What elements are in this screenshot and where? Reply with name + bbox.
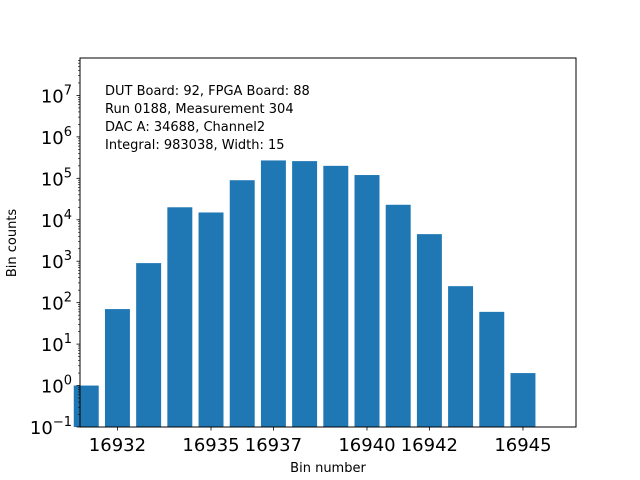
- y-tick-label: 10−1: [30, 415, 72, 439]
- bar: [416, 234, 442, 427]
- bar: [198, 212, 224, 427]
- annotation-line: Integral: 983038, Width: 15: [105, 138, 285, 153]
- x-tick-label: 16932: [89, 435, 146, 456]
- y-axis-label: Bin counts: [5, 209, 20, 278]
- bar: [167, 207, 193, 427]
- x-tick-label: 16937: [245, 435, 302, 456]
- bar: [479, 311, 505, 427]
- x-axis-ticks: 16932 16935 16937 16940 16942 16945: [89, 427, 552, 456]
- bar: [260, 160, 286, 427]
- bar: [73, 385, 99, 427]
- bar-group: [73, 160, 536, 427]
- bar: [104, 309, 130, 427]
- y-tick-label: 101: [41, 332, 72, 356]
- bar: [385, 204, 411, 427]
- x-tick-label: 16945: [494, 435, 551, 456]
- y-tick-label: 103: [41, 249, 72, 273]
- x-tick-label: 16942: [401, 435, 458, 456]
- bar: [354, 175, 380, 427]
- bar: [136, 263, 162, 427]
- bar: [448, 286, 474, 427]
- y-tick-label: 105: [41, 166, 72, 190]
- bar: [323, 165, 349, 427]
- bar: [229, 180, 255, 427]
- annotation-line: DAC A: 34688, Channel2: [105, 120, 265, 135]
- x-tick-label: 16935: [182, 435, 239, 456]
- plot-frame: [79, 57, 577, 428]
- bar: [510, 373, 536, 427]
- y-axis-ticks: 10−1 100 101 102 103 104 105 106 107: [30, 60, 80, 439]
- y-tick-label: 104: [41, 208, 72, 232]
- y-tick-label: 102: [41, 291, 72, 315]
- y-tick-label: 107: [41, 83, 72, 107]
- y-tick-label: 106: [41, 125, 72, 149]
- bar: [292, 161, 318, 427]
- x-axis-label: Bin number: [290, 461, 366, 476]
- annotation-line: Run 0188, Measurement 304: [105, 102, 294, 117]
- annotation-line: DUT Board: 92, FPGA Board: 88: [105, 84, 310, 99]
- x-tick-label: 16940: [338, 435, 395, 456]
- annotation-block: DUT Board: 92, FPGA Board: 88 Run 0188, M…: [105, 84, 310, 153]
- y-tick-label: 100: [41, 374, 72, 398]
